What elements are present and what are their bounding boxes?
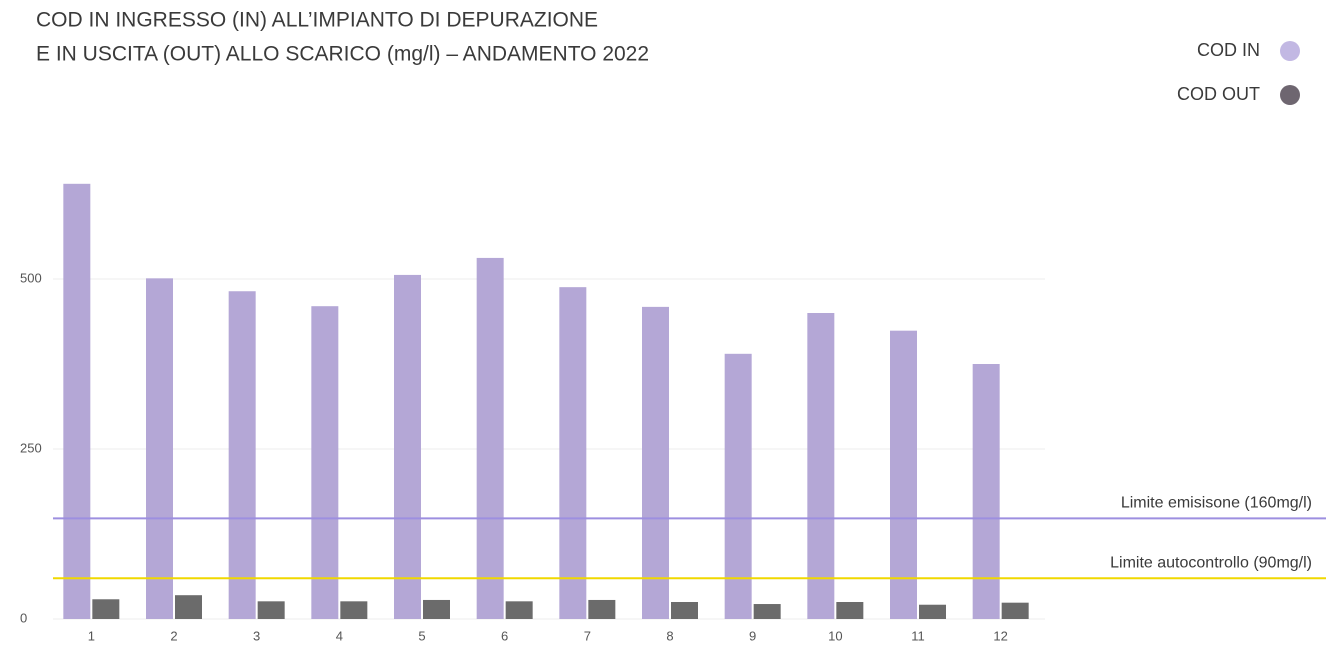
bar (642, 306, 669, 619)
bar (753, 604, 781, 619)
reference-label: Limite emisisone (160mg/l) (1121, 495, 1312, 512)
reference-label: Limite autocontrollo (90mg/l) (1110, 554, 1312, 571)
legend-swatch (1280, 85, 1300, 105)
bar (311, 306, 339, 619)
x-tick-label: 3 (253, 628, 260, 643)
bar (836, 602, 864, 619)
x-tick-label: 1 (88, 628, 95, 643)
x-tick-label: 12 (993, 628, 1007, 643)
chart-title: COD IN INGRESSO (IN) ALL’IMPIANTO DI DEP… (36, 9, 598, 32)
legend-label: COD OUT (1177, 84, 1260, 104)
legend-swatch (1280, 41, 1300, 61)
bar (175, 595, 202, 619)
bar (807, 313, 835, 619)
chart-title: E IN USCITA (OUT) ALLO SCARICO (mg/l) – … (36, 43, 649, 66)
bar (890, 330, 917, 619)
x-tick-label: 2 (170, 628, 177, 643)
bar (257, 601, 285, 619)
x-tick-label: 6 (501, 628, 508, 643)
legend-label: COD IN (1197, 40, 1260, 60)
bar (63, 183, 91, 620)
y-tick-label: 500 (20, 270, 42, 285)
bar (394, 274, 421, 619)
bar (476, 257, 504, 619)
bar (559, 287, 587, 619)
bar (146, 278, 173, 619)
x-tick-label: 8 (666, 628, 673, 643)
bar (92, 599, 120, 619)
x-tick-label: 4 (336, 628, 343, 643)
bar (505, 601, 533, 619)
y-tick-label: 250 (20, 440, 42, 455)
x-tick-label: 5 (418, 628, 425, 643)
bar (972, 364, 1000, 619)
bar (724, 353, 752, 619)
bar (588, 599, 616, 619)
x-tick-label: 10 (828, 628, 842, 643)
bar (340, 601, 368, 619)
bar (1001, 602, 1029, 619)
x-tick-label: 9 (749, 628, 756, 643)
x-tick-label: 7 (584, 628, 591, 643)
bar (423, 599, 450, 619)
x-tick-label: 11 (911, 628, 925, 643)
bar (919, 604, 946, 619)
y-tick-label: 0 (20, 610, 27, 625)
bar (671, 602, 698, 619)
bar (228, 291, 256, 619)
